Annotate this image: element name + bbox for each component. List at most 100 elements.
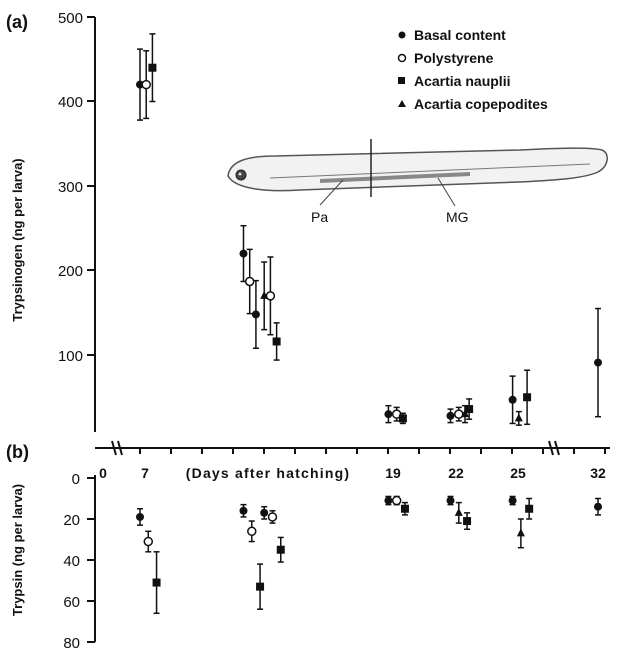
data-point [391, 406, 402, 422]
data-point [465, 398, 474, 420]
marker-filled-square [400, 504, 409, 513]
panel-a-label: (a) [6, 12, 28, 32]
mg-pointer-line [437, 177, 456, 207]
larva-midgut [320, 172, 470, 183]
data-point [523, 369, 532, 426]
data-point [239, 224, 248, 283]
panel-b-y-tick-label: 0 [72, 471, 80, 488]
panel-b-y-tick-label: 20 [63, 512, 80, 529]
legend-label: Acartia nauplii [414, 73, 510, 89]
axis-break-right [548, 440, 560, 456]
marker-filled-square [272, 337, 281, 346]
marker-filled-circle [594, 502, 602, 511]
panel-a-y-tick-label: 200 [58, 263, 83, 280]
marker-filled-square [148, 63, 157, 72]
data-point [594, 497, 602, 516]
panel-b-y-tick-label: 60 [63, 594, 80, 611]
larva-eye-highlight [238, 172, 242, 176]
marker-open-circle [391, 409, 402, 419]
marker-filled-square [523, 393, 532, 402]
data-point [446, 495, 455, 506]
marker-filled-triangle [454, 507, 463, 516]
data-point [508, 495, 517, 506]
panel-a-y-tick-label: 300 [58, 179, 83, 196]
x-tick-label: 32 [590, 465, 606, 481]
data-point [516, 518, 525, 549]
larva-illustration: Pa MG [227, 139, 608, 225]
marker-filled-square [398, 414, 407, 423]
data-point [251, 279, 260, 349]
legend-marker-filled-circle [398, 31, 406, 39]
data-point [265, 256, 276, 336]
data-point [594, 307, 602, 418]
x-axis-ticks [139, 448, 606, 454]
marker-open-circle [247, 526, 257, 537]
panel-a-y-tick-label: 100 [58, 348, 83, 365]
axis-break-left [111, 440, 123, 456]
marker-filled-circle [508, 496, 517, 505]
marker-open-circle [143, 536, 154, 547]
marker-filled-circle [384, 496, 393, 505]
marker-filled-circle [239, 506, 248, 515]
data-point [136, 508, 144, 526]
x-tick-label: 19 [385, 465, 401, 481]
marker-filled-triangle [516, 528, 525, 537]
x-axis-title: (Days after hatching) [186, 465, 350, 481]
legend-label: Polystyrene [414, 50, 494, 66]
panel-a-y-axis-title: Trypsinogen (ng per larva) [10, 158, 25, 321]
larva-body [227, 147, 608, 192]
marker-filled-triangle [460, 409, 469, 418]
marker-filled-square [256, 582, 265, 591]
marker-filled-triangle [260, 290, 269, 299]
legend-label: Basal content [414, 27, 506, 43]
marker-filled-circle [251, 310, 260, 319]
marker-filled-circle [260, 508, 269, 517]
marker-filled-circle [239, 249, 248, 258]
data-point [384, 404, 393, 424]
data-point [460, 404, 469, 424]
pa-pointer-line [319, 179, 344, 206]
marker-open-circle [267, 512, 278, 522]
data-point [454, 501, 463, 524]
data-point [272, 322, 281, 361]
data-point [446, 408, 455, 424]
marker-filled-square [463, 517, 472, 526]
panel-a-y-tick-label: 400 [58, 94, 83, 111]
data-point [256, 563, 265, 610]
x-tick-label: 25 [510, 465, 526, 481]
data-point [141, 50, 151, 120]
legend-label: Acartia copepodites [414, 96, 548, 112]
panel-b-y-tick-label: 80 [63, 635, 80, 648]
legend-marker-filled-square [398, 77, 405, 84]
data-point [276, 536, 285, 563]
data-point [514, 410, 523, 426]
panel-a-y-tick-label: 500 [58, 10, 83, 27]
inset-label-pa: Pa [311, 209, 328, 225]
x-tick-label: 22 [448, 465, 464, 481]
data-point [267, 510, 278, 524]
marker-open-circle [391, 495, 402, 506]
marker-filled-circle [384, 410, 393, 419]
panel-b-y-ticks [87, 477, 95, 643]
legend-marker-open-circle [397, 53, 407, 63]
panel-a-y-ticks [87, 16, 95, 356]
marker-filled-square [152, 578, 161, 587]
data-point [143, 530, 154, 553]
data-point [247, 520, 257, 543]
data-point [398, 412, 407, 425]
marker-filled-triangle [514, 413, 523, 422]
data-point [148, 33, 157, 103]
marker-open-circle [141, 79, 151, 90]
marker-filled-circle [446, 411, 455, 420]
data-point [152, 551, 161, 615]
data-point [525, 497, 534, 520]
data-point [454, 406, 464, 422]
marker-filled-circle [136, 512, 144, 521]
data-point [391, 495, 402, 506]
marker-filled-circle [508, 395, 517, 404]
inset-label-mg: MG [446, 209, 469, 225]
data-point [400, 501, 409, 516]
data-point [260, 261, 269, 331]
data-point [239, 503, 248, 518]
